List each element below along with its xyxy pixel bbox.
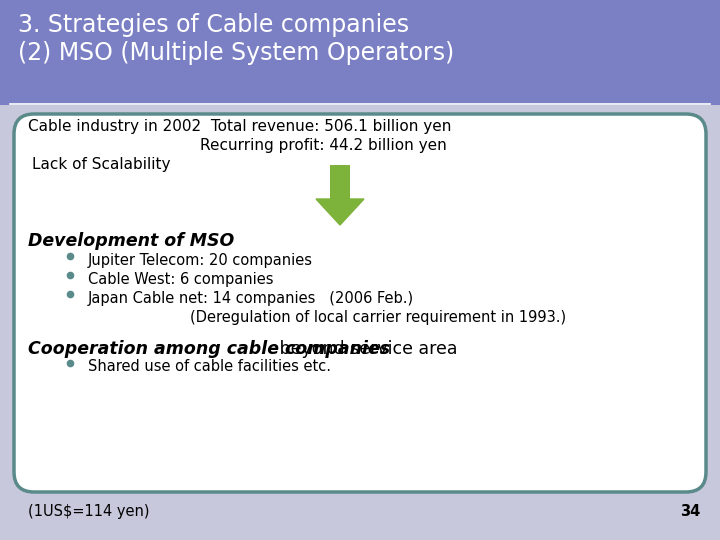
- Text: Recurring profit: 44.2 billion yen: Recurring profit: 44.2 billion yen: [200, 138, 446, 153]
- Text: (2) MSO (Multiple System Operators): (2) MSO (Multiple System Operators): [18, 41, 454, 65]
- Bar: [330, 165, 350, 199]
- Text: Jupiter Telecom: 20 companies: Jupiter Telecom: 20 companies: [88, 253, 313, 268]
- Text: (1US$=114 yen): (1US$=114 yen): [28, 504, 150, 519]
- Polygon shape: [316, 199, 364, 225]
- Text: Cable industry in 2002  Total revenue: 506.1 billion yen: Cable industry in 2002 Total revenue: 50…: [28, 119, 451, 134]
- Text: (Deregulation of local carrier requirement in 1993.): (Deregulation of local carrier requireme…: [190, 310, 566, 325]
- Text: Lack of Scalability: Lack of Scalability: [32, 157, 171, 172]
- Text: Cooperation among cable companies: Cooperation among cable companies: [28, 340, 390, 358]
- Text: Japan Cable net: 14 companies   (2006 Feb.): Japan Cable net: 14 companies (2006 Feb.…: [88, 291, 414, 306]
- Text: 34: 34: [680, 504, 700, 519]
- FancyBboxPatch shape: [0, 0, 720, 105]
- Text: Development of MSO: Development of MSO: [28, 232, 234, 250]
- Text: Cable West: 6 companies: Cable West: 6 companies: [88, 272, 274, 287]
- Text: beyond service area: beyond service area: [274, 340, 457, 358]
- Text: 3. Strategies of Cable companies: 3. Strategies of Cable companies: [18, 13, 409, 37]
- FancyBboxPatch shape: [14, 114, 706, 492]
- Text: Shared use of cable facilities etc.: Shared use of cable facilities etc.: [88, 359, 331, 374]
